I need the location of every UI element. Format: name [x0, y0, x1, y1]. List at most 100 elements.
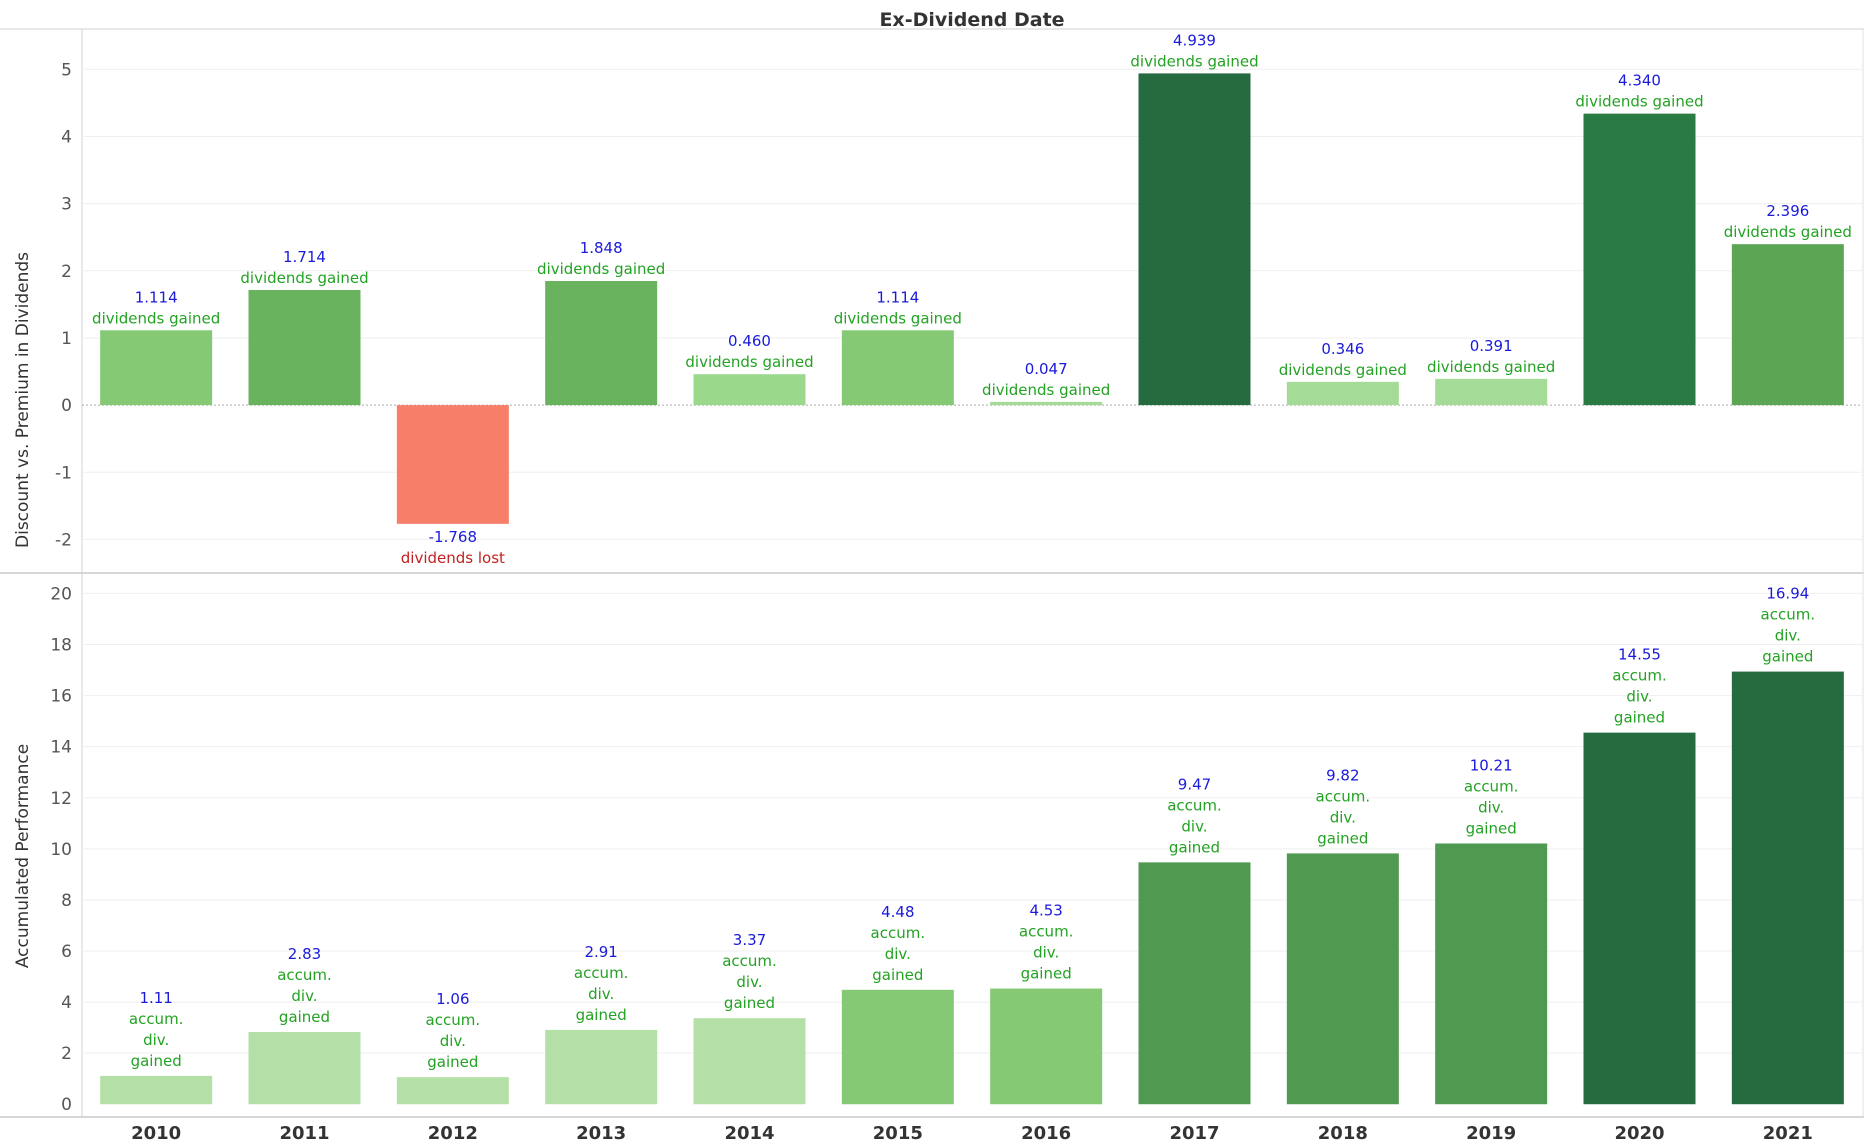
x-tick-label: 2012 [428, 1123, 478, 1144]
value-label: 2.91 [584, 943, 617, 961]
annotation-label: dividends gained [1427, 358, 1555, 376]
bar-2015 [841, 989, 954, 1105]
x-tick-label: 2013 [576, 1123, 626, 1144]
value-label: 1.114 [876, 288, 919, 306]
annotation-label: div. [1626, 688, 1652, 706]
annotation-label: dividends gained [240, 269, 368, 287]
x-tick-label: 2017 [1169, 1123, 1219, 1144]
bar-2013 [545, 280, 658, 406]
y-tick-label: -2 [55, 530, 72, 550]
annotation-label: gained [1466, 819, 1517, 837]
y-tick-label: 2 [61, 1044, 72, 1064]
y-tick-label: 5 [61, 60, 72, 80]
value-label: 1.114 [135, 288, 178, 306]
value-label: 2.396 [1766, 202, 1809, 220]
annotation-label: accum. [1464, 777, 1519, 795]
bar-2013 [545, 1029, 658, 1105]
bar-2016 [990, 401, 1103, 406]
bar-2010 [100, 1075, 213, 1105]
bar-2014 [693, 374, 806, 406]
y-tick-label: -1 [55, 463, 72, 483]
annotation-label: accum. [722, 952, 777, 970]
value-label: 4.340 [1618, 72, 1661, 90]
value-label: 9.47 [1178, 775, 1211, 793]
y-tick-label: 14 [50, 738, 72, 758]
value-label: 2.83 [288, 945, 321, 963]
x-tick-label: 2019 [1466, 1123, 1516, 1144]
annotation-label: div. [588, 985, 614, 1003]
annotation-label: gained [131, 1052, 182, 1070]
x-tick-label: 2011 [279, 1123, 329, 1144]
y-tick-label: 0 [61, 396, 72, 416]
value-label: 4.53 [1029, 902, 1062, 920]
x-axis: 2010 2011 2012 2013 2014 2015 2016 2017 2018 2019… [131, 1123, 1813, 1144]
y-tick-label: 12 [50, 789, 72, 809]
x-tick-label: 2018 [1318, 1123, 1368, 1144]
annotation-label: div. [736, 973, 762, 991]
annotation-label: gained [1317, 829, 1368, 847]
bar-2016 [990, 988, 1103, 1105]
annotation-label: accum. [129, 1010, 184, 1028]
y-tick-label: 20 [50, 584, 72, 604]
top-y-axis-title: Discount vs. Premium in Dividends [13, 252, 33, 548]
annotation-label: gained [1021, 965, 1072, 983]
annotation-label: dividends gained [92, 309, 220, 327]
bar-2020 [1583, 732, 1696, 1105]
y-tick-label: 4 [61, 127, 72, 147]
bar-2010 [100, 330, 213, 406]
annotation-label: accum. [1761, 606, 1816, 624]
annotation-label: gained [427, 1053, 478, 1071]
value-label: 0.346 [1321, 340, 1364, 358]
annotation-label: div. [440, 1032, 466, 1050]
value-label: 14.55 [1618, 646, 1661, 664]
annotation-label: gained [576, 1006, 627, 1024]
x-tick-label: 2021 [1763, 1123, 1813, 1144]
y-tick-label: 8 [61, 891, 72, 911]
annotation-label: accum. [574, 964, 629, 982]
annotation-label: dividends gained [1724, 223, 1852, 241]
value-label: 4.48 [881, 903, 914, 921]
value-label: -1.768 [429, 528, 477, 546]
bar-2018 [1286, 381, 1399, 406]
annotation-label: dividends gained [685, 353, 813, 371]
x-tick-label: 2015 [873, 1123, 923, 1144]
annotation-label: gained [872, 966, 923, 984]
bar-2015 [841, 330, 954, 406]
x-tick-label: 2010 [131, 1123, 181, 1144]
annotation-label: dividends gained [1575, 93, 1703, 111]
bar-2019 [1435, 378, 1548, 406]
annotation-label: accum. [277, 966, 332, 984]
annotation-label: dividends gained [537, 260, 665, 278]
y-tick-label: 16 [50, 687, 72, 707]
value-label: 1.714 [283, 248, 326, 266]
annotation-label: dividends gained [834, 309, 962, 327]
bar-2018 [1286, 853, 1399, 1105]
y-tick-label: 18 [50, 636, 72, 656]
value-label: 1.06 [436, 990, 469, 1008]
bar-2012 [396, 1077, 509, 1105]
bar-2011 [248, 1031, 361, 1105]
bar-2017 [1138, 862, 1251, 1105]
panel-frames [0, 28, 1864, 1118]
annotation-label: gained [1169, 838, 1220, 856]
x-tick-label: 2014 [724, 1123, 774, 1144]
annotation-label: div. [143, 1031, 169, 1049]
value-label: 1.848 [580, 239, 623, 257]
chart-title: Ex-Dividend Date [879, 9, 1064, 31]
annotation-label: dividends gained [982, 381, 1110, 399]
annotation-label: dividends gained [1130, 52, 1258, 70]
bottom-y-axis-title: Accumulated Performance [13, 744, 33, 968]
value-label: 0.391 [1470, 337, 1513, 355]
value-label: 16.94 [1766, 585, 1809, 603]
value-label: 9.82 [1326, 766, 1359, 784]
value-label: 0.460 [728, 332, 771, 350]
x-tick-label: 2016 [1021, 1123, 1071, 1144]
annotation-label: accum. [1019, 923, 1074, 941]
value-label: 3.37 [733, 931, 766, 949]
bar-2021 [1731, 671, 1844, 1105]
annotation-label: accum. [1612, 667, 1667, 685]
y-tick-label: 3 [61, 195, 72, 215]
annotation-label: div. [1478, 798, 1504, 816]
value-label: 10.21 [1470, 756, 1513, 774]
